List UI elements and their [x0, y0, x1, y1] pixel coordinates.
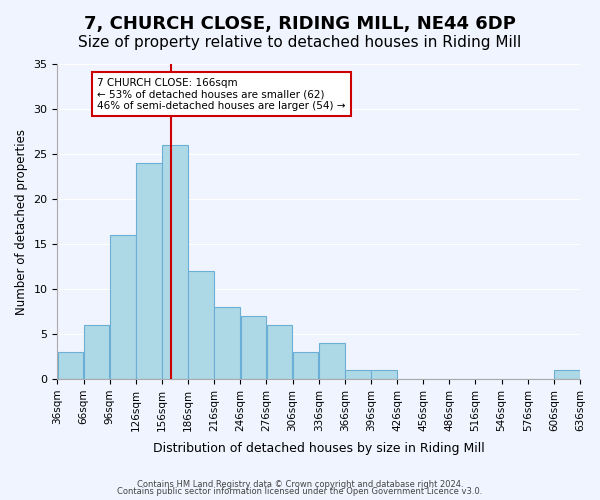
Bar	[345, 370, 371, 379]
Bar	[554, 370, 580, 379]
Bar	[319, 343, 344, 379]
Bar	[293, 352, 319, 379]
Text: Contains public sector information licensed under the Open Government Licence v3: Contains public sector information licen…	[118, 487, 482, 496]
Bar	[371, 370, 397, 379]
Y-axis label: Number of detached properties: Number of detached properties	[15, 128, 28, 314]
Bar	[266, 325, 292, 379]
Bar	[136, 163, 162, 379]
Text: Contains HM Land Registry data © Crown copyright and database right 2024.: Contains HM Land Registry data © Crown c…	[137, 480, 463, 489]
Bar	[188, 271, 214, 379]
Bar	[110, 235, 136, 379]
Text: 7 CHURCH CLOSE: 166sqm
← 53% of detached houses are smaller (62)
46% of semi-det: 7 CHURCH CLOSE: 166sqm ← 53% of detached…	[97, 78, 346, 110]
Bar	[162, 145, 188, 379]
X-axis label: Distribution of detached houses by size in Riding Mill: Distribution of detached houses by size …	[153, 442, 485, 455]
Bar	[58, 352, 83, 379]
Text: 7, CHURCH CLOSE, RIDING MILL, NE44 6DP: 7, CHURCH CLOSE, RIDING MILL, NE44 6DP	[84, 15, 516, 33]
Bar	[241, 316, 266, 379]
Text: Size of property relative to detached houses in Riding Mill: Size of property relative to detached ho…	[79, 35, 521, 50]
Bar	[214, 307, 240, 379]
Bar	[84, 325, 109, 379]
